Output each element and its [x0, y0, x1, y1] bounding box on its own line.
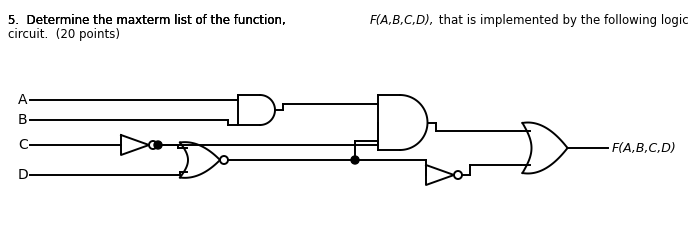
- Text: B: B: [18, 113, 27, 127]
- Circle shape: [454, 171, 462, 179]
- Text: D: D: [18, 168, 29, 182]
- Circle shape: [220, 156, 228, 164]
- Text: circuit.  (20 points): circuit. (20 points): [8, 28, 120, 41]
- Text: F(A,B,C,D),: F(A,B,C,D),: [370, 14, 435, 27]
- Circle shape: [149, 141, 157, 149]
- Text: 5.  Determine the maxterm list of the function,: 5. Determine the maxterm list of the fun…: [8, 14, 290, 27]
- Text: 5.  Determine the maxterm list of the function,: 5. Determine the maxterm list of the fun…: [8, 14, 290, 27]
- Text: C: C: [18, 138, 28, 152]
- Text: that is implemented by the following logic: that is implemented by the following log…: [435, 14, 689, 27]
- Text: A: A: [18, 93, 27, 107]
- Circle shape: [154, 141, 162, 149]
- Circle shape: [351, 156, 359, 164]
- Text: 5.  Determine the maxterm list of the function,: 5. Determine the maxterm list of the fun…: [8, 14, 294, 27]
- Text: F(A,B,C,D): F(A,B,C,D): [612, 141, 676, 154]
